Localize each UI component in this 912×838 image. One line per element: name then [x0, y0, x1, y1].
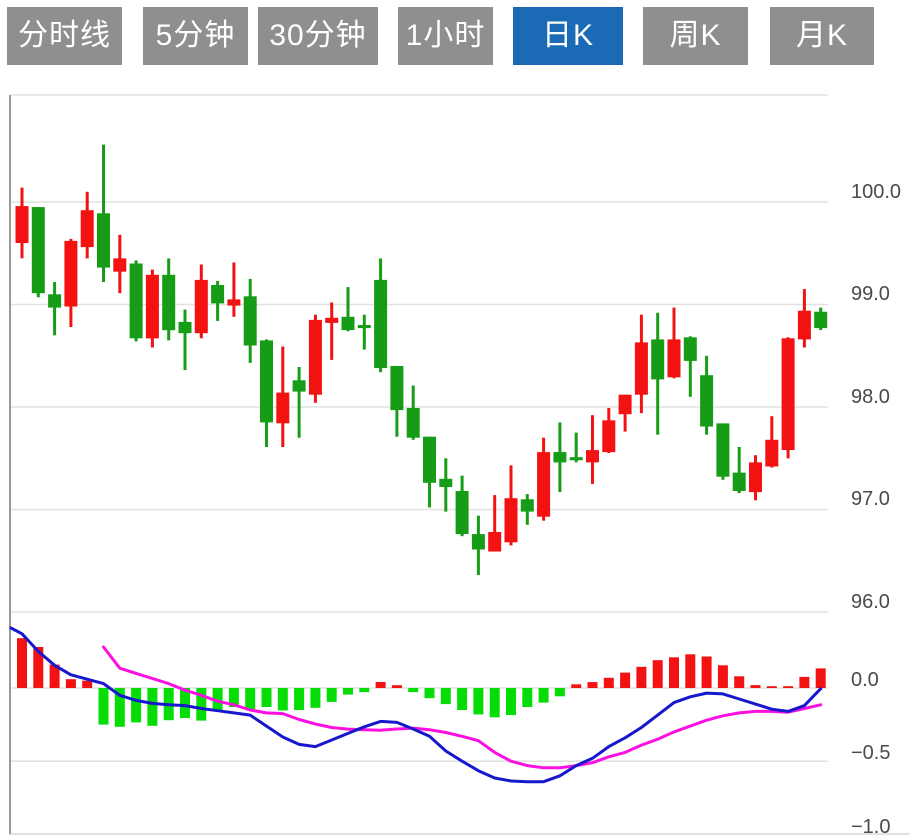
tab-weekly-k[interactable]: 周K [643, 7, 748, 65]
macd-axis-label-neg05: −0.5 [851, 742, 891, 764]
price-axis-label-96: 96.0 [851, 591, 890, 613]
price-axis-label-98: 98.0 [851, 386, 890, 408]
tab-daily-k[interactable]: 日K [513, 7, 623, 65]
tab-1hour[interactable]: 1小时 [398, 7, 493, 65]
tab-monthly-k[interactable]: 月K [770, 7, 874, 65]
tab-5min[interactable]: 5分钟 [143, 7, 248, 65]
tab-minute-line[interactable]: 分时线 [7, 7, 122, 65]
interval-tab-bar: 分时线 5分钟 30分钟 1小时 日K 周K 月K [0, 0, 912, 72]
price-axis-label-97: 97.0 [851, 488, 890, 510]
macd-axis-label-0: 0.0 [851, 669, 879, 691]
price-axis-label-100: 100.0 [851, 181, 902, 203]
macd-axis-label-neg10: −1.0 [851, 816, 891, 838]
price-axis-label-99: 99.0 [851, 283, 890, 305]
tab-30min[interactable]: 30分钟 [258, 7, 378, 65]
